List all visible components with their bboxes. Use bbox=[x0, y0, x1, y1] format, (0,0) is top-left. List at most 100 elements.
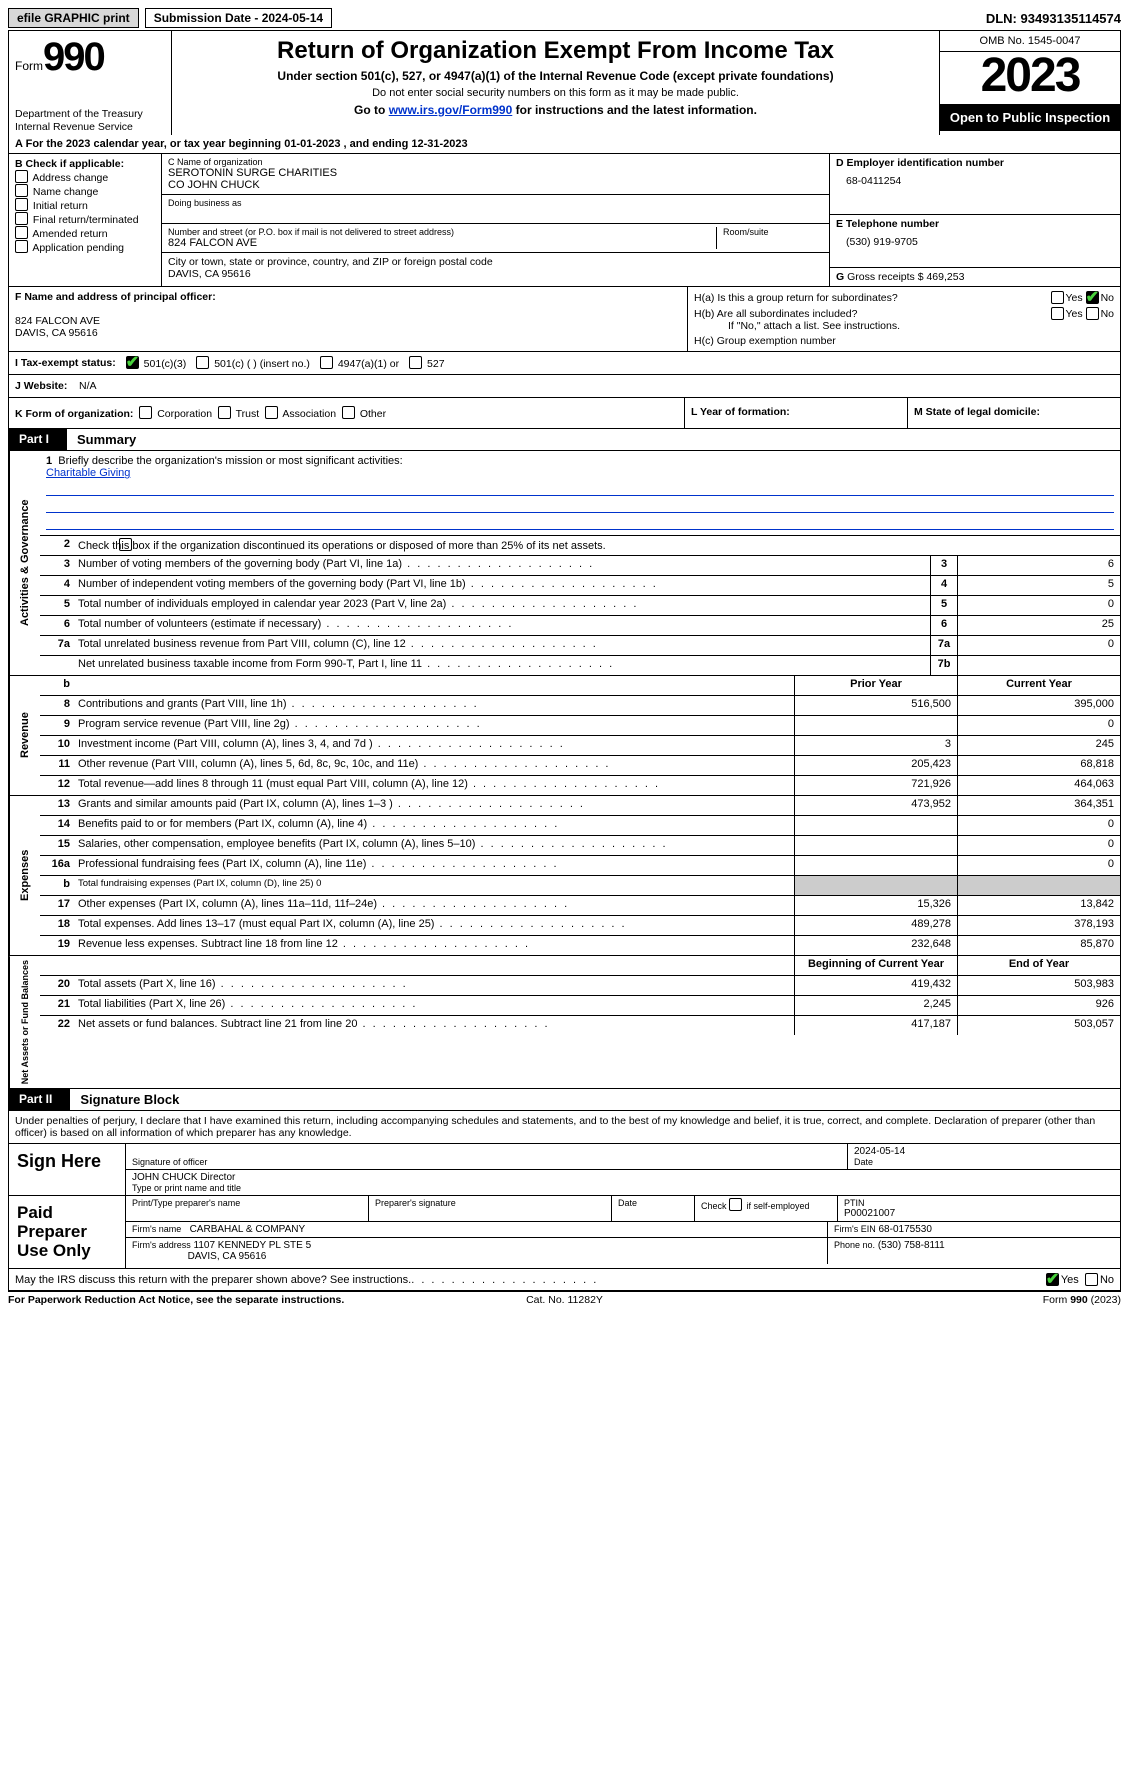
prep-date-label: Date bbox=[618, 1198, 688, 1208]
check-assoc[interactable] bbox=[265, 406, 278, 419]
net-header: Beginning of Current Year End of Year bbox=[40, 956, 1120, 976]
r2-desc: Check this box if the organization disco… bbox=[78, 540, 606, 552]
check-final-return[interactable] bbox=[15, 212, 28, 225]
submission-date: Submission Date - 2024-05-14 bbox=[145, 8, 332, 28]
current-val: 0 bbox=[957, 816, 1120, 835]
part-2-name: Signature Block bbox=[70, 1089, 189, 1110]
city-val: DAVIS, CA 95616 bbox=[168, 268, 823, 280]
tax-year: 2023 bbox=[940, 52, 1120, 104]
sig-officer-label: Signature of officer bbox=[132, 1157, 841, 1167]
check-discontinued[interactable] bbox=[119, 538, 132, 551]
check-other[interactable] bbox=[342, 406, 355, 419]
org-name-cell: C Name of organization SEROTONIN SURGE C… bbox=[162, 154, 829, 195]
row-7b: Net unrelated business taxable income fr… bbox=[40, 656, 1120, 675]
firm-phone-label: Phone no. bbox=[834, 1240, 875, 1250]
row-num: 20 bbox=[40, 976, 74, 995]
check-name-change[interactable] bbox=[15, 184, 28, 197]
sign-here-label: Sign Here bbox=[9, 1144, 126, 1195]
row-4: 4Number of independent voting members of… bbox=[40, 576, 1120, 596]
row-i: I Tax-exempt status: 501(c)(3) 501(c) ( … bbox=[8, 351, 1121, 374]
h-c-label: H(c) Group exemption number bbox=[694, 335, 1114, 347]
org-name-label: C Name of organization bbox=[168, 157, 823, 167]
check-address-change[interactable] bbox=[15, 170, 28, 183]
header-mid: Return of Organization Exempt From Incom… bbox=[172, 31, 939, 135]
row-desc: Program service revenue (Part VIII, line… bbox=[74, 716, 794, 735]
row-3: 3Number of voting members of the governi… bbox=[40, 556, 1120, 576]
discuss-yes: Yes bbox=[1061, 1274, 1079, 1286]
box-e: E Telephone number (530) 919-9705 bbox=[830, 215, 1120, 268]
mission-value[interactable]: Charitable Giving bbox=[46, 467, 130, 479]
row-num: 19 bbox=[40, 936, 74, 955]
check-app-pending[interactable] bbox=[15, 240, 28, 253]
row-num: 15 bbox=[40, 836, 74, 855]
row-j: J Website: N/A bbox=[8, 374, 1121, 398]
check-527[interactable] bbox=[409, 356, 422, 369]
check-ha-yes[interactable] bbox=[1051, 291, 1064, 304]
revenue-vlabel: Revenue bbox=[9, 676, 40, 795]
irs-link[interactable]: www.irs.gov/Form990 bbox=[389, 103, 513, 117]
end-year-hdr: End of Year bbox=[957, 956, 1120, 975]
form-subtitle: Under section 501(c), 527, or 4947(a)(1)… bbox=[180, 69, 931, 83]
lbl-app-pending: Application pending bbox=[32, 242, 124, 254]
r7b-desc: Net unrelated business taxable income fr… bbox=[74, 656, 930, 675]
lbl-name-change: Name change bbox=[33, 186, 98, 198]
check-501c[interactable] bbox=[196, 356, 209, 369]
current-val: 378,193 bbox=[957, 916, 1120, 935]
department: Department of the Treasury Internal Reve… bbox=[15, 108, 165, 133]
check-ha-no[interactable] bbox=[1086, 291, 1099, 304]
prior-val: 3 bbox=[794, 736, 957, 755]
row-desc: Grants and similar amounts paid (Part IX… bbox=[74, 796, 794, 815]
check-amended[interactable] bbox=[15, 226, 28, 239]
lbl-amended: Amended return bbox=[32, 228, 107, 240]
officer-addr2: DAVIS, CA 95616 bbox=[15, 327, 681, 339]
row-num: 14 bbox=[40, 816, 74, 835]
check-discuss-yes[interactable] bbox=[1046, 1273, 1059, 1286]
check-corp[interactable] bbox=[139, 406, 152, 419]
lbl-no2: No bbox=[1101, 308, 1114, 320]
firm-ein-label: Firm's EIN bbox=[834, 1224, 876, 1234]
r3-val: 6 bbox=[957, 556, 1120, 575]
prior-val: 417,187 bbox=[794, 1016, 957, 1035]
current-val: 68,818 bbox=[957, 756, 1120, 775]
form-org-label: K Form of organization: bbox=[15, 408, 133, 420]
street-cell: Number and street (or P.O. box if mail i… bbox=[162, 224, 829, 253]
table-row: 14Benefits paid to or for members (Part … bbox=[40, 816, 1120, 836]
begin-year-hdr: Beginning of Current Year bbox=[794, 956, 957, 975]
sig-name-label: Type or print name and title bbox=[132, 1183, 1114, 1193]
current-val: 395,000 bbox=[957, 696, 1120, 715]
row-desc: Total liabilities (Part X, line 26) bbox=[74, 996, 794, 1015]
check-initial-return[interactable] bbox=[15, 198, 28, 211]
current-val: 0 bbox=[957, 716, 1120, 735]
top-bar: efile GRAPHIC print Submission Date - 20… bbox=[8, 8, 1121, 28]
prep-self-label: Check bbox=[701, 1201, 729, 1211]
mission-label: Briefly describe the organization's miss… bbox=[58, 455, 402, 467]
check-self-employed[interactable] bbox=[729, 1198, 742, 1211]
box-g: G Gross receipts $ 469,253 bbox=[830, 268, 1120, 286]
check-discuss-no[interactable] bbox=[1085, 1273, 1098, 1286]
discuss-no: No bbox=[1100, 1274, 1114, 1286]
open-inspection: Open to Public Inspection bbox=[940, 104, 1120, 131]
r6-val: 25 bbox=[957, 616, 1120, 635]
header-right: OMB No. 1545-0047 2023 Open to Public In… bbox=[939, 31, 1120, 135]
line-a-text: For the 2023 calendar year, or tax year … bbox=[26, 138, 468, 150]
row-num: 22 bbox=[40, 1016, 74, 1035]
firm-ein-val: 68-0175530 bbox=[879, 1224, 932, 1235]
lbl-501c3: 501(c)(3) bbox=[144, 358, 187, 370]
check-501c3[interactable] bbox=[126, 356, 139, 369]
check-hb-no[interactable] bbox=[1086, 307, 1099, 320]
box-b-label: B Check if applicable: bbox=[15, 158, 155, 170]
goto-pre: Go to bbox=[354, 103, 389, 117]
r4-desc: Number of independent voting members of … bbox=[74, 576, 930, 595]
prior-val bbox=[794, 876, 957, 895]
prior-year-hdr: Prior Year bbox=[794, 676, 957, 695]
check-4947[interactable] bbox=[320, 356, 333, 369]
firm-addr2: DAVIS, CA 95616 bbox=[188, 1251, 267, 1262]
row-desc: Total fundraising expenses (Part IX, col… bbox=[74, 876, 794, 895]
page-footer: For Paperwork Reduction Act Notice, see … bbox=[8, 1291, 1121, 1306]
check-hb-yes[interactable] bbox=[1051, 307, 1064, 320]
prior-val: 2,245 bbox=[794, 996, 957, 1015]
table-row: bTotal fundraising expenses (Part IX, co… bbox=[40, 876, 1120, 896]
check-trust[interactable] bbox=[218, 406, 231, 419]
efile-print-button[interactable]: efile GRAPHIC print bbox=[8, 8, 139, 28]
tax-status-label: I Tax-exempt status: bbox=[15, 357, 116, 369]
